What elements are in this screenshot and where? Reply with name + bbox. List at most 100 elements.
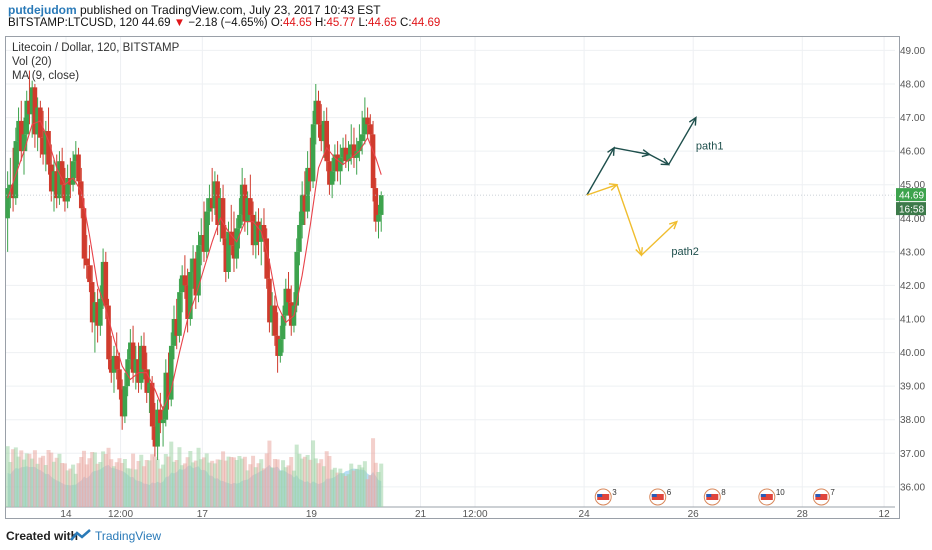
- event-count-label: 7: [830, 488, 835, 497]
- volume-bar: [371, 438, 376, 507]
- x-tick-label: 24: [579, 509, 591, 520]
- candle-up: [348, 144, 354, 155]
- y-tick-label: 47.00: [900, 113, 925, 124]
- volume-bar: [68, 468, 73, 507]
- volume-bar: [264, 453, 269, 507]
- volume-bar: [161, 464, 166, 507]
- candle-down: [54, 171, 60, 199]
- y-tick-label: 46.00: [900, 147, 925, 158]
- volume-bar: [291, 470, 296, 507]
- candle-down: [95, 302, 100, 326]
- volume-bar: [324, 451, 329, 507]
- candle-up: [128, 342, 133, 360]
- last-price-badge: [896, 188, 926, 202]
- publish-line: putdejudom published on TradingView.com,…: [8, 3, 381, 17]
- candle-down: [288, 302, 294, 326]
- candle-down: [351, 144, 357, 158]
- path1-arrow-segment: [613, 147, 650, 156]
- candle-up: [357, 141, 362, 152]
- volume-bar: [188, 451, 193, 507]
- volume-bar: [316, 463, 321, 507]
- x-tick-label: 19: [306, 509, 318, 520]
- volume-bar: [210, 460, 215, 507]
- volume-bar: [43, 465, 48, 507]
- candle-down: [152, 426, 158, 447]
- event-count-label: 10: [776, 488, 785, 497]
- volume-bar: [368, 475, 373, 507]
- created-with-text: Created with: [6, 529, 79, 543]
- volume-bar: [144, 460, 149, 507]
- y-tick-label: 45.00: [900, 180, 925, 191]
- candle-up: [218, 198, 223, 225]
- volume-bar: [297, 453, 302, 507]
- candle-up: [234, 228, 240, 259]
- y-tick-label: 48.00: [900, 80, 925, 91]
- candle-down: [316, 100, 321, 125]
- candle-up: [196, 245, 201, 296]
- candle-down: [76, 154, 81, 182]
- last-price: 44.69: [141, 17, 171, 29]
- event-flag-icon: [760, 494, 773, 500]
- price-chart[interactable]: 36.00 37.00 38.00 39.00 40.00 41.00 42.00 43.00…: [0, 0, 932, 522]
- volume-bar: [357, 464, 362, 507]
- y-tick-label: 44.00: [900, 214, 925, 225]
- volume-bar: [199, 459, 204, 507]
- volume-bar: [221, 451, 226, 507]
- volume-bar: [305, 455, 310, 507]
- chart-frame[interactable]: [5, 36, 900, 519]
- candle-up: [283, 288, 289, 316]
- x-tick-label: 21: [415, 509, 427, 520]
- candle-down: [59, 161, 65, 185]
- legend-ma[interactable]: MA (9, close): [12, 70, 80, 82]
- volume-bar: [308, 459, 313, 507]
- candle-down: [84, 258, 90, 266]
- countdown-label: 16:58: [899, 205, 924, 216]
- candle-down: [368, 124, 373, 135]
- candle-down: [182, 275, 188, 286]
- candle-up: [70, 161, 76, 185]
- path1-arrow-segment: [668, 117, 697, 165]
- candle-down: [365, 117, 370, 125]
- candle-down: [48, 164, 54, 192]
- candle-down: [149, 382, 155, 427]
- volume-bar: [196, 447, 201, 507]
- author-link[interactable]: putdejudom: [8, 3, 77, 17]
- candle-down: [209, 198, 215, 209]
- tradingview-logo-icon: [70, 529, 91, 541]
- volume-bar: [185, 457, 190, 507]
- volume-bar: [373, 462, 378, 507]
- volume-bar: [338, 468, 343, 507]
- volume-bar: [158, 468, 163, 507]
- candle-up: [294, 251, 299, 306]
- tradingview-brand-link[interactable]: TradingView: [95, 529, 162, 543]
- candle-down: [89, 282, 95, 323]
- volume-bar: [313, 458, 318, 507]
- x-tick-label: 14: [60, 509, 72, 520]
- volume-bar: [171, 461, 176, 507]
- event-count-label: 3: [612, 488, 617, 497]
- path2-arrow-segment: [616, 184, 643, 256]
- volume-bar: [49, 452, 54, 507]
- volume-bar: [79, 457, 84, 507]
- y-tick-label: 37.00: [900, 449, 925, 460]
- legend-title: Litecoin / Dollar, 120, BITSTAMP: [12, 42, 180, 54]
- volume-bar: [379, 463, 384, 507]
- volume-bar: [321, 466, 326, 507]
- candle-up: [122, 386, 128, 417]
- candle-up: [376, 214, 381, 222]
- candle-down: [201, 235, 207, 252]
- countdown-badge: [896, 202, 926, 216]
- volume-bar: [41, 455, 46, 507]
- legend-volume[interactable]: Vol (20): [12, 56, 52, 68]
- candle-up: [359, 134, 365, 142]
- volume-bar: [81, 450, 86, 507]
- volume-bar: [218, 459, 223, 507]
- candle-up: [168, 345, 174, 400]
- candle-down: [193, 258, 199, 296]
- volume-bar: [204, 453, 209, 507]
- candle-up: [239, 184, 245, 215]
- volume-bar: [38, 457, 43, 507]
- volume-bar: [27, 453, 32, 507]
- candle-up: [188, 272, 193, 319]
- volume-bar: [65, 470, 70, 507]
